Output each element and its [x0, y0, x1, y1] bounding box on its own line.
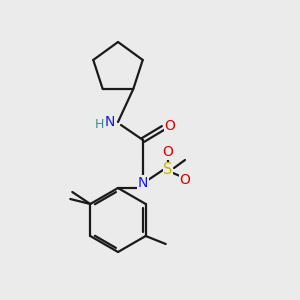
Text: O: O: [180, 173, 190, 187]
Text: O: O: [163, 145, 173, 159]
Text: O: O: [165, 119, 176, 133]
Text: N: N: [105, 115, 115, 129]
Text: N: N: [138, 176, 148, 190]
Text: H: H: [94, 118, 104, 131]
Text: S: S: [163, 163, 173, 178]
